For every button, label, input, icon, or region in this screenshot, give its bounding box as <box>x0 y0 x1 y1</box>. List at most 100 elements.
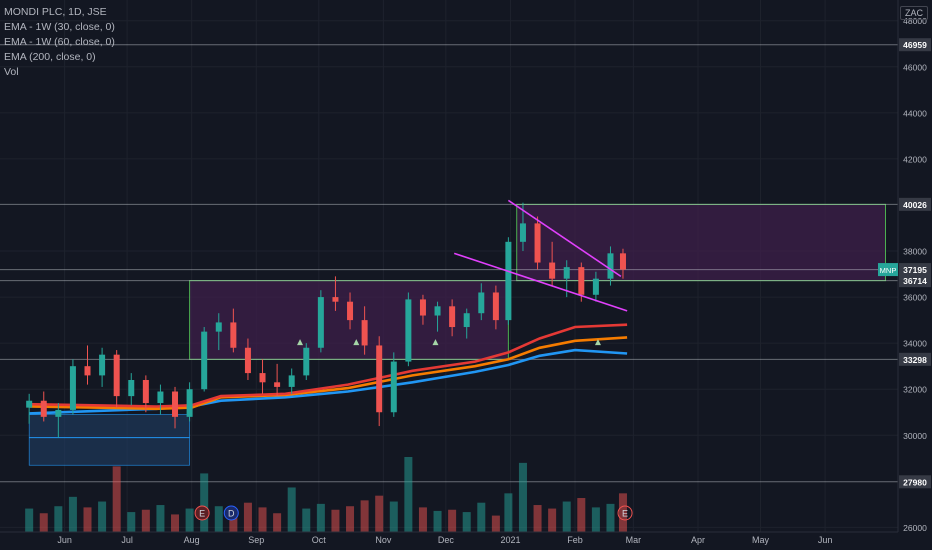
candle-body <box>361 320 368 346</box>
level-badge-label: 37195 <box>903 265 927 275</box>
dividend-event-label: D <box>228 509 235 519</box>
volume-bar <box>141 509 150 532</box>
candle-body <box>463 313 470 328</box>
volume-bar <box>577 498 586 532</box>
candle-body <box>419 299 426 316</box>
volume-bar <box>462 512 471 532</box>
currency-label[interactable]: ZAC <box>900 6 928 20</box>
volume-bar <box>491 515 500 532</box>
candle-body <box>317 297 324 348</box>
dividend-event-icon <box>223 505 239 521</box>
chart-legend: MONDI PLC, 1D, JSE EMA - 1W (30, close, … <box>4 5 115 80</box>
time-tick-label: May <box>752 535 770 545</box>
time-tick-label: Nov <box>375 535 392 545</box>
volume-bar <box>39 513 48 532</box>
volume-bar <box>606 503 615 532</box>
volume-bar <box>360 500 369 532</box>
volume-bar <box>112 466 121 532</box>
candle-body <box>434 306 441 316</box>
volume-bar <box>243 502 252 532</box>
volume-label: Vol <box>4 66 19 78</box>
volume-bar <box>331 509 340 532</box>
signal-marker <box>432 339 439 346</box>
candle-body <box>534 223 541 263</box>
candle-body <box>578 267 585 295</box>
price-tick-label: 34000 <box>903 339 927 349</box>
signal-marker <box>297 339 304 346</box>
price-tick-label: 30000 <box>903 431 927 441</box>
level-badge-label: 33298 <box>903 355 927 365</box>
ema-200-label: EMA (200, close, 0) <box>4 51 96 63</box>
time-tick-label: Jun <box>818 535 833 545</box>
candle-body <box>478 292 485 314</box>
candle-body <box>157 391 164 404</box>
price-tick-label: 46000 <box>903 62 927 72</box>
signal-marker <box>353 339 360 346</box>
candle-body <box>215 322 222 332</box>
candle-body <box>332 297 339 302</box>
earnings-event-icon <box>617 505 633 521</box>
candle-body <box>230 322 237 348</box>
price-tick-label: 48000 <box>903 16 927 26</box>
ema-60-label: EMA - 1W (60, close, 0) <box>4 36 115 48</box>
price-tick-label: 26000 <box>903 523 927 533</box>
price-tick-label: 32000 <box>903 385 927 395</box>
volume-bar <box>273 513 282 532</box>
volume-bar <box>591 507 600 532</box>
candle-body <box>274 382 281 387</box>
candle-body <box>186 389 193 417</box>
volume-bar <box>127 512 136 532</box>
volume-bar <box>618 493 627 532</box>
candle-body <box>390 361 397 413</box>
volume-bar <box>171 514 180 532</box>
price-tick-label: 36000 <box>903 293 927 303</box>
volume-bar <box>404 457 413 532</box>
time-tick-label: Mar <box>626 535 642 545</box>
volume-bar <box>156 505 165 532</box>
level-badge-label: 40026 <box>903 200 927 210</box>
candle-body <box>619 253 626 270</box>
volume-bar <box>185 508 194 532</box>
candle-body <box>519 223 526 242</box>
volume-bar <box>504 493 513 532</box>
ema-30-label: EMA - 1W (30, close, 0) <box>4 21 115 33</box>
candle-body <box>405 299 412 362</box>
time-tick-label: Feb <box>567 535 583 545</box>
volume-bar <box>302 508 311 532</box>
volume-bar <box>25 508 34 532</box>
volume-bar <box>389 501 398 532</box>
signal-marker <box>594 339 601 346</box>
time-tick-label: Aug <box>184 535 200 545</box>
candle-body <box>563 267 570 279</box>
volume-bar <box>562 501 571 532</box>
volume-bar <box>448 509 457 532</box>
price-tick-label: 44000 <box>903 108 927 118</box>
candle-body <box>607 253 614 279</box>
level-badge <box>899 263 931 277</box>
volume-bar <box>83 507 92 532</box>
level-badge-label: 36714 <box>903 276 927 286</box>
level-badge-label: 27980 <box>903 477 927 487</box>
candle-body <box>99 354 106 376</box>
volume-bar <box>433 510 442 532</box>
volume-bar <box>418 507 427 532</box>
candle-body <box>69 366 76 410</box>
volume-bar <box>54 506 63 532</box>
earnings-event-label: E <box>199 509 205 519</box>
candle-body <box>201 331 208 390</box>
level-badge <box>899 352 931 366</box>
volume-bar <box>346 506 355 532</box>
candle-body <box>26 400 33 408</box>
candle-body <box>376 345 383 413</box>
volume-bar <box>316 503 325 532</box>
candle-body <box>128 380 135 397</box>
candle-body <box>142 380 149 404</box>
candle-body <box>449 306 456 328</box>
volume-bar <box>518 462 527 532</box>
volume-bar <box>477 502 486 532</box>
level-badge <box>899 197 931 211</box>
time-tick-label: Sep <box>248 535 264 545</box>
channel-lower-line <box>453 252 628 312</box>
candle-body <box>592 278 599 295</box>
